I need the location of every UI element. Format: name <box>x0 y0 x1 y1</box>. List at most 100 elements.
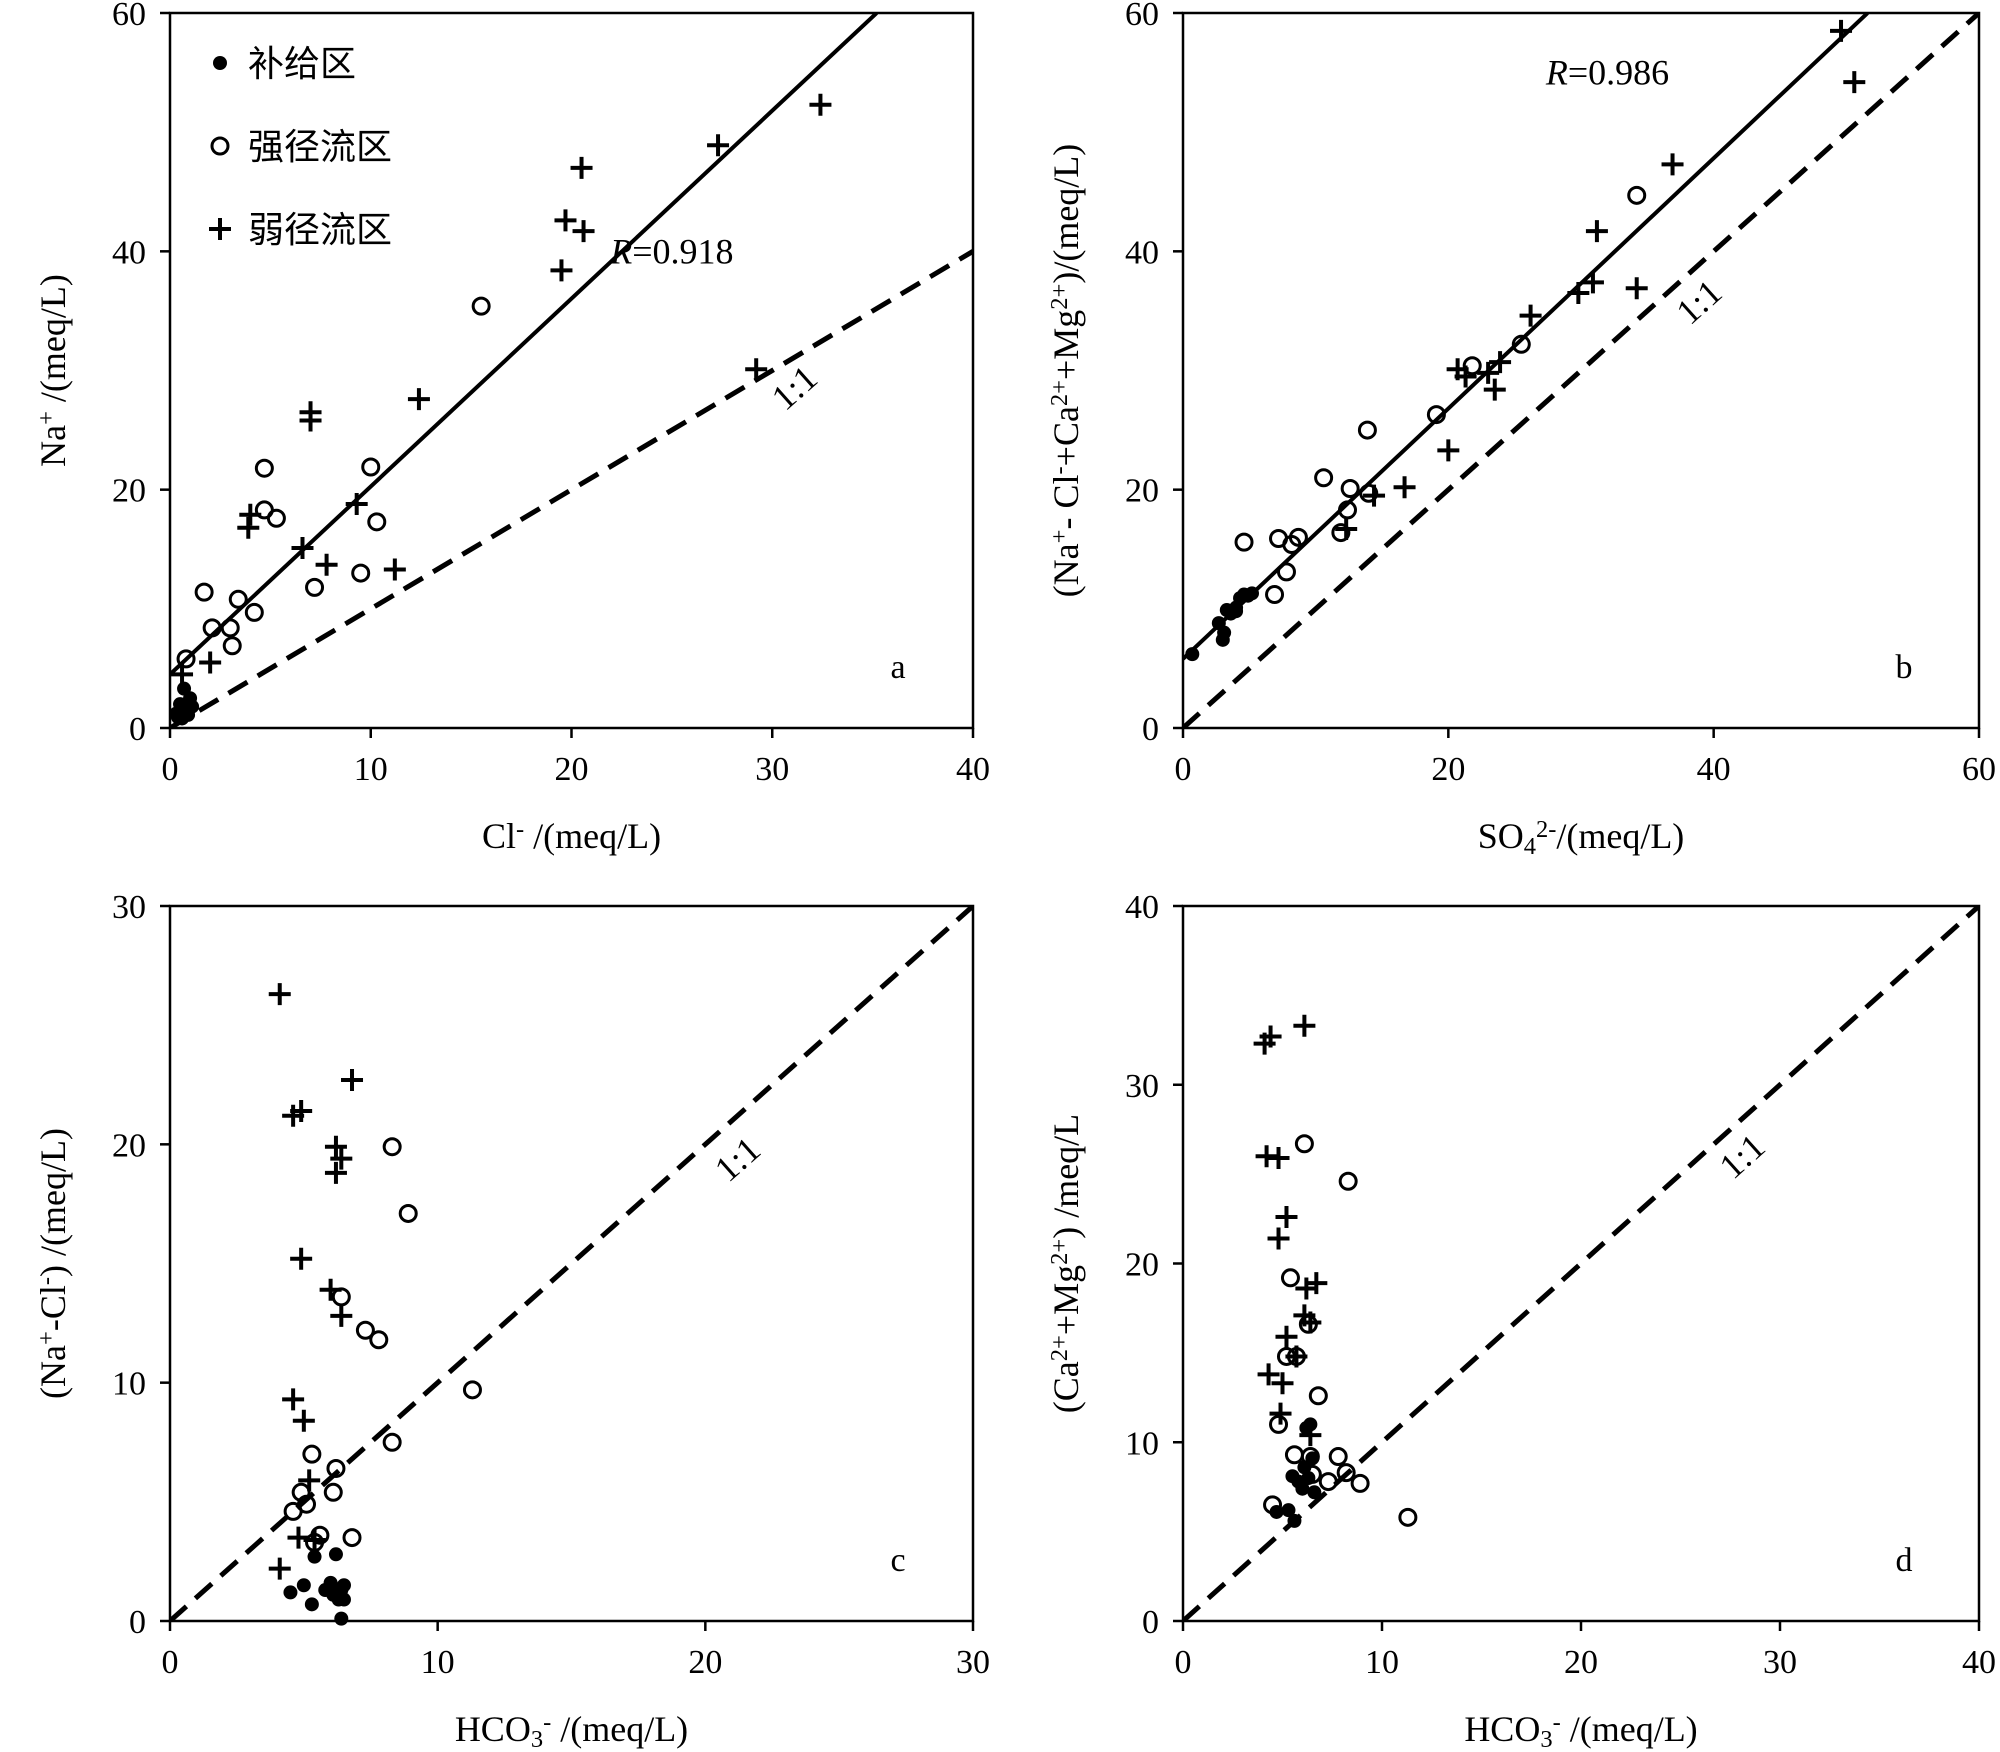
x-tick-label: 0 <box>162 751 179 788</box>
data-point-plus <box>237 516 260 539</box>
y-axis-label-c: (Na+-Cl-) /(meq/L) <box>33 1128 73 1399</box>
data-point-open-circle <box>342 1528 362 1548</box>
x-tick-label: 30 <box>755 751 789 788</box>
y-tick-label: 60 <box>112 0 146 33</box>
data-point-filled-circle <box>1217 625 1232 640</box>
data-point-open-circle <box>369 1330 389 1350</box>
data-point-filled-circle <box>1287 1513 1302 1528</box>
chart-panel-d: 0 10 20 30 40 0 10 20 30 40 HCO3- /(meq/L) (Ca2++Mg… <box>1046 889 1996 1752</box>
data-point-open-circle <box>323 1482 343 1502</box>
data-point-plus <box>1259 1025 1282 1048</box>
data-point-open-circle <box>355 1320 375 1340</box>
one-to-one-line-c <box>170 906 973 1621</box>
data-point-plus <box>809 93 832 116</box>
data-point-plus <box>1519 304 1542 327</box>
y-tick-label: 40 <box>112 234 146 271</box>
data-point-filled-circle <box>304 1597 319 1612</box>
data-point-open-circle <box>1276 562 1296 582</box>
data-point-open-circle <box>1336 1463 1356 1483</box>
data-point-open-circle <box>297 1494 317 1514</box>
y-tick-label: 30 <box>1125 1068 1159 1105</box>
data-point-plus <box>1285 1345 1308 1368</box>
data-point-plus <box>303 1528 326 1551</box>
data-point-open-circle <box>302 1444 322 1464</box>
data-point-open-circle <box>1359 483 1379 503</box>
data-point-open-circle <box>1263 1495 1283 1515</box>
data-point-plus <box>1661 153 1684 176</box>
data-point-plus <box>1581 271 1604 294</box>
y-tick-label: 30 <box>112 889 146 926</box>
y-tick-label: 10 <box>1125 1425 1159 1462</box>
data-point-open-circle <box>1234 532 1254 552</box>
data-point-plus <box>345 492 368 515</box>
data-point-open-circle <box>382 1432 402 1452</box>
data-point-plus <box>570 156 593 179</box>
y-tick-label: 0 <box>129 711 146 748</box>
x-tick-label: 40 <box>1697 751 1731 788</box>
data-point-open-circle <box>1340 478 1360 498</box>
data-point-open-circle <box>202 618 222 638</box>
chart-panel-b: 0 20 40 60 0 20 40 60 SO42-/(meq/L) (Na+- Cl-+Ca2… <box>1046 0 1996 860</box>
data-point-plus <box>324 1161 347 1184</box>
data-point-open-circle <box>1357 420 1377 440</box>
data-point-plus <box>1299 1311 1322 1334</box>
data-point-plus <box>1305 1272 1328 1295</box>
legend-marker-open-circle <box>210 136 230 156</box>
data-point-plus <box>1363 484 1386 507</box>
data-point-plus <box>745 358 768 381</box>
y-tick-label: 0 <box>1142 1604 1159 1641</box>
data-point-plus <box>550 259 573 282</box>
data-point-open-circle <box>254 458 274 478</box>
y-tick-label: 10 <box>112 1366 146 1403</box>
one-to-one-line-d <box>1183 906 1979 1621</box>
data-point-plus <box>1625 277 1648 300</box>
data-point-open-circle <box>1318 1472 1338 1492</box>
data-point-plus <box>1489 351 1512 374</box>
data-point-filled-circle <box>323 1575 338 1590</box>
y-tick-label: 40 <box>1125 234 1159 271</box>
data-point-filled-circle <box>296 1578 311 1593</box>
data-point-open-circle <box>310 1525 330 1545</box>
y-axis-label-b: (Na+- Cl-+Ca2++Mg2+)/(meq/L) <box>1046 144 1086 598</box>
data-point-filled-circle <box>1281 1503 1296 1518</box>
data-point-open-circle <box>1426 405 1446 425</box>
x-tick-label: 30 <box>956 1644 990 1681</box>
data-point-plus <box>1585 220 1608 243</box>
data-point-plus <box>330 1304 353 1327</box>
regression-line-a <box>170 13 879 676</box>
y-tick-label: 40 <box>1125 889 1159 926</box>
x-tick-label: 0 <box>1175 1644 1192 1681</box>
data-point-open-circle <box>244 602 264 622</box>
data-point-open-circle <box>1294 1134 1314 1154</box>
data-point-plus <box>1275 1206 1298 1229</box>
data-point-plus <box>315 553 338 576</box>
data-point-open-circle <box>1314 468 1334 488</box>
panel-letter-d: d <box>1896 1542 1913 1579</box>
x-tick-label: 20 <box>1564 1644 1598 1681</box>
data-point-plus <box>290 1247 313 1270</box>
data-point-plus <box>171 663 194 686</box>
data-point-open-circle <box>1288 527 1308 547</box>
data-point-filled-circle <box>307 1549 322 1564</box>
data-point-plus <box>1483 378 1506 401</box>
data-point-open-circle <box>398 1203 418 1223</box>
y-axis-label-d: (Ca2++Mg2+) /meq/L <box>1046 1114 1086 1413</box>
data-point-plus <box>1437 439 1460 462</box>
data-point-plus <box>1257 1363 1280 1386</box>
y-tick-label: 0 <box>129 1604 146 1641</box>
data-point-filled-circle <box>1295 1481 1310 1496</box>
x-axis-label-c: HCO3- /(meq/L) <box>455 1709 688 1752</box>
data-point-plus <box>1567 282 1590 305</box>
plot-frame-b <box>1181 11 1981 730</box>
data-point-plus <box>298 1469 321 1492</box>
data-point-open-circle <box>176 649 196 669</box>
y-tick-label: 20 <box>112 1127 146 1164</box>
x-tick-label: 40 <box>1962 1644 1996 1681</box>
plot-frame-a <box>168 11 975 730</box>
data-point-plus <box>292 1409 315 1432</box>
chart-panel-a: 0 10 20 30 40 0 20 40 60 Cl- /(meq/L) Na+ /(meq/L)… <box>33 0 990 856</box>
data-point-plus <box>268 1557 291 1580</box>
data-point-plus <box>572 220 595 243</box>
data-point-open-circle <box>462 1380 482 1400</box>
x-tick-label: 20 <box>555 751 589 788</box>
